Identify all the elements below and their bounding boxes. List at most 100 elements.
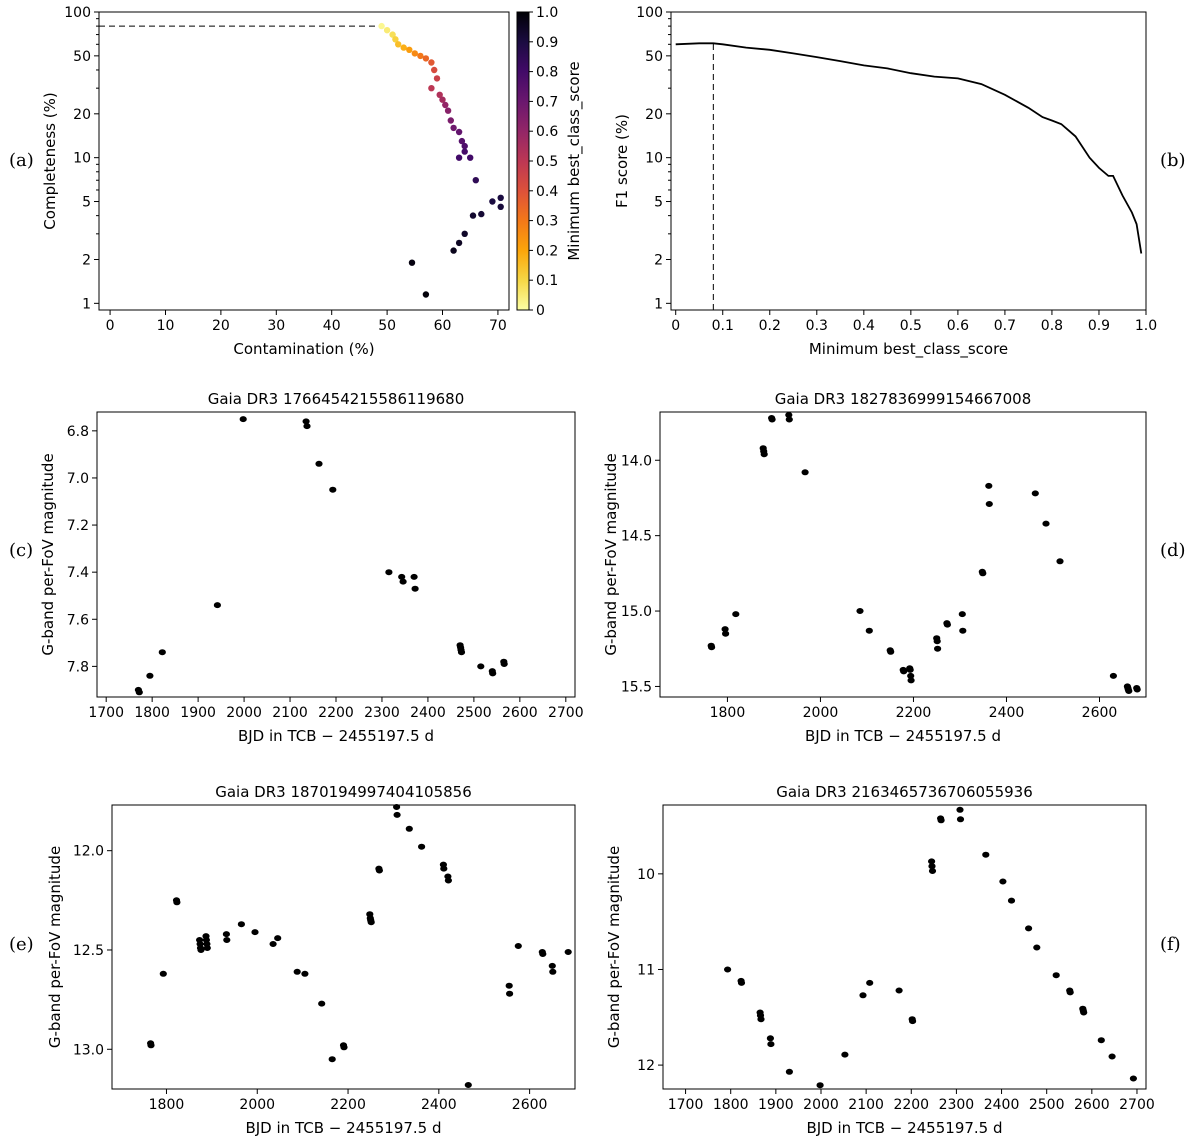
data-point	[958, 611, 966, 618]
y-tick-label: 2	[654, 252, 663, 268]
colorbar-tick-label: 0.5	[536, 154, 558, 170]
data-point	[417, 843, 426, 850]
data-point	[906, 666, 914, 673]
data-point	[467, 154, 474, 161]
data-point	[514, 943, 522, 950]
data-point	[865, 627, 873, 634]
x-tick-label: 2600	[512, 1097, 548, 1113]
data-point	[318, 1000, 326, 1007]
y-tick-label: 15.5	[621, 679, 652, 695]
y-tick-label: 1	[654, 296, 663, 312]
colorbar-tick-label: 0	[536, 303, 545, 319]
data-point	[732, 611, 740, 618]
data-point	[439, 96, 446, 103]
data-point	[489, 198, 496, 205]
x-tick-label: 0.3	[806, 318, 828, 334]
x-tick-label: 1700	[88, 705, 124, 721]
y-axis-label: G-band per-FoV magnitude	[46, 846, 64, 1048]
data-point	[767, 1041, 775, 1048]
data-point	[442, 101, 449, 109]
y-tick-label: 11	[637, 962, 655, 978]
data-point	[450, 124, 457, 132]
y-tick-label: 1	[82, 296, 91, 312]
data-point	[908, 1018, 917, 1025]
data-point	[410, 573, 418, 580]
y-tick-label: 7.2	[67, 518, 89, 534]
x-tick-label: 2100	[848, 1097, 884, 1113]
x-tick-label: 2300	[939, 1097, 975, 1113]
data-point	[505, 982, 513, 989]
data-point	[455, 154, 463, 161]
data-point	[315, 460, 323, 467]
y-tick-label: 50	[73, 49, 91, 65]
x-tick-label: 0.9	[1088, 318, 1110, 334]
data-point	[393, 811, 401, 818]
data-point	[303, 423, 311, 430]
data-point	[707, 644, 716, 651]
data-point	[1097, 1037, 1105, 1044]
chart-title: Gaia DR3 2163465736706055936	[776, 783, 1033, 801]
data-point	[239, 416, 247, 423]
data-point	[539, 951, 547, 958]
data-point	[478, 210, 485, 218]
data-point	[375, 867, 383, 874]
data-point	[464, 1082, 472, 1089]
data-point	[956, 806, 964, 813]
data-point	[907, 677, 915, 684]
y-axis-label: G-band per-FoV magnitude	[39, 453, 57, 655]
data-point	[461, 142, 468, 150]
data-point	[723, 966, 732, 973]
colorbar-label: Minimum best_class_score	[565, 61, 584, 260]
x-tick-label: 70	[489, 318, 507, 334]
data-point	[933, 645, 942, 652]
data-point	[158, 649, 166, 656]
data-point	[489, 670, 497, 677]
plot-frame-f	[662, 804, 1147, 1090]
x-axis-label: BJD in TCB − 2455197.5 d	[245, 1119, 441, 1137]
data-point	[959, 627, 967, 634]
x-tick-label: 1900	[180, 705, 216, 721]
x-tick-label: 2400	[421, 1097, 457, 1113]
data-point	[406, 46, 413, 53]
panel-tag-b: (b)	[1160, 150, 1186, 171]
data-point	[1033, 944, 1041, 951]
data-point	[1125, 688, 1133, 695]
data-point	[428, 85, 435, 92]
data-point	[856, 608, 864, 615]
data-point	[721, 630, 730, 637]
x-tick-label: 0.6	[947, 318, 969, 334]
x-tick-label: 30	[267, 318, 285, 334]
colorbar-tick-label: 0.9	[536, 35, 558, 51]
x-axis-label: BJD in TCB − 2455197.5 d	[806, 1119, 1002, 1137]
data-point	[866, 979, 874, 986]
chart-title: Gaia DR3 1827836999154667008	[775, 390, 1032, 408]
x-tick-label: 2500	[1029, 1097, 1065, 1113]
panel-tag-e: (e)	[9, 934, 34, 955]
y-tick-label: 14.5	[621, 529, 652, 545]
x-tick-label: 2000	[226, 705, 262, 721]
data-point	[274, 935, 282, 942]
y-tick-label: 100	[636, 5, 663, 21]
data-point	[937, 817, 945, 824]
x-tick-label: 0.2	[759, 318, 781, 334]
y-axis-label: G-band per-FoV magnitude	[605, 846, 623, 1048]
x-tick-label: 2000	[803, 705, 839, 721]
data-point	[766, 1035, 775, 1042]
x-tick-label: 1700	[668, 1097, 704, 1113]
data-point	[400, 44, 407, 51]
x-tick-label: 0.4	[853, 318, 875, 334]
x-tick-label: 2200	[893, 1097, 929, 1113]
data-point	[757, 1016, 765, 1023]
chart-f: 1700 1800 1900 2000 2100 2200 2300 2400 2500 2600…	[605, 783, 1155, 1137]
x-tick-label: 2700	[1119, 1097, 1155, 1113]
data-point	[1042, 520, 1050, 527]
chart-e: 1800 2000 2200 2400 2600 12.0 12.5 13.0 BJD in T…	[46, 783, 576, 1137]
data-point	[455, 239, 463, 247]
y-tick-label: 7.4	[67, 565, 89, 581]
data-point	[329, 486, 337, 493]
y-tick-label: 15.0	[621, 604, 652, 620]
x-axis-label: BJD in TCB − 2455197.5 d	[805, 727, 1001, 745]
x-tick-label: 2300	[364, 705, 400, 721]
data-point	[1066, 989, 1074, 996]
x-tick-label: 2500	[456, 705, 492, 721]
